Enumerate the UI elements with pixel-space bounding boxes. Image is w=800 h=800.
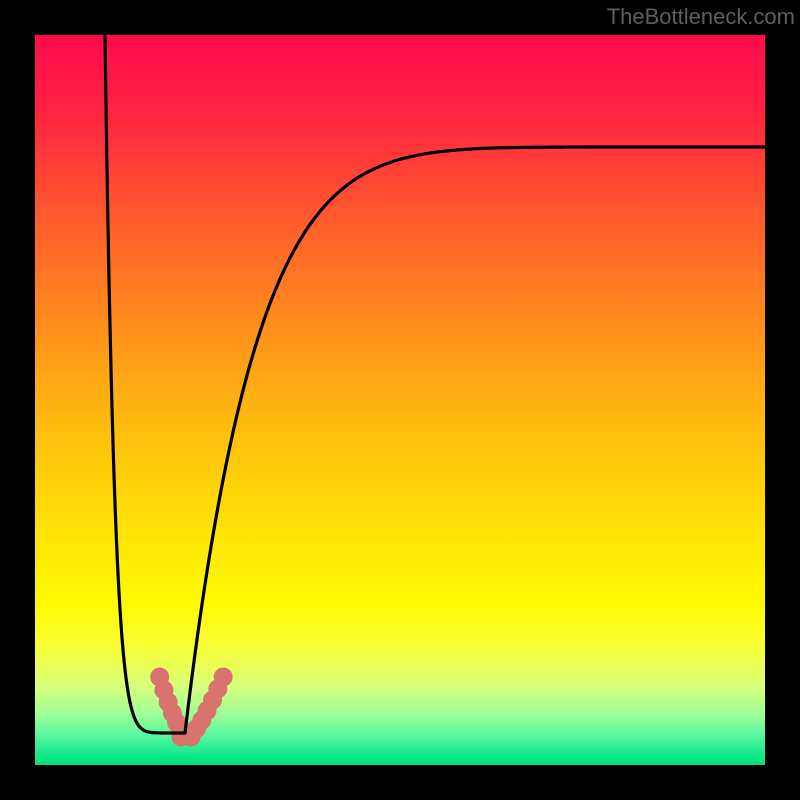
plot-area xyxy=(35,35,765,765)
plot-svg xyxy=(35,35,765,765)
watermark-text: TheBottleneck.com xyxy=(607,4,795,30)
gradient-background xyxy=(35,35,765,765)
valley-dot xyxy=(214,668,233,687)
